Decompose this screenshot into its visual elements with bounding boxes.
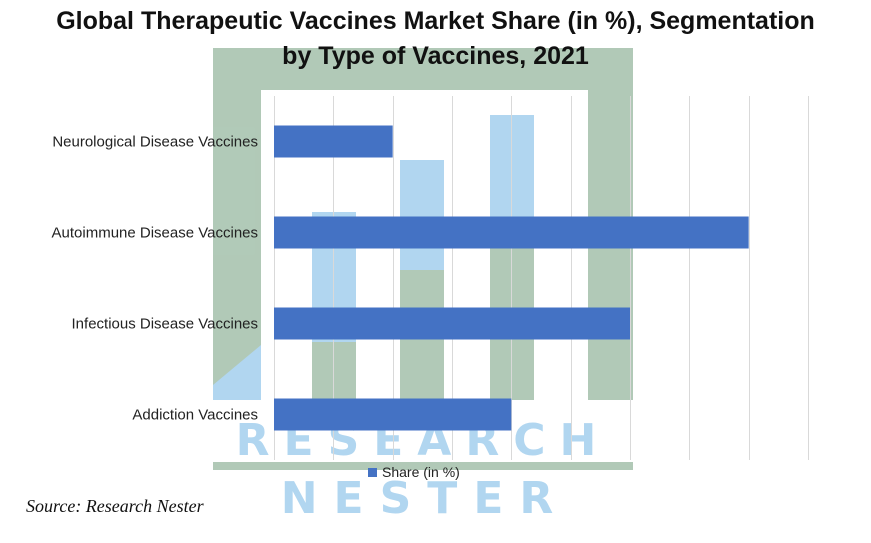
watermark-frame-left bbox=[213, 48, 261, 400]
legend-swatch bbox=[368, 467, 377, 477]
chart-title-line-2: by Type of Vaccines, 2021 bbox=[282, 42, 589, 70]
watermark-corner bbox=[213, 345, 261, 400]
watermark-bar-2-top bbox=[400, 160, 444, 270]
bar bbox=[274, 398, 512, 431]
legend-label: Share (in %) bbox=[382, 464, 460, 480]
category-label: Neurological Disease Vaccines bbox=[52, 134, 258, 151]
legend: Share (in %) bbox=[368, 464, 460, 480]
bar bbox=[274, 125, 393, 158]
watermark-frame-top bbox=[213, 48, 633, 90]
watermark-text-2: NESTER bbox=[281, 473, 570, 524]
bar-series bbox=[274, 125, 749, 431]
category-label: Autoimmune Disease Vaccines bbox=[52, 225, 258, 242]
bar bbox=[274, 307, 630, 340]
category-label: Addiction Vaccines bbox=[132, 407, 258, 424]
chart-title-line-1: Global Therapeutic Vaccines Market Share… bbox=[56, 7, 815, 35]
chart-title: Global Therapeutic Vaccines Market Share… bbox=[0, 4, 871, 74]
watermark-rule bbox=[213, 462, 633, 470]
bar bbox=[274, 216, 749, 249]
source-note: Source: Research Nester bbox=[26, 496, 204, 516]
category-label: Infectious Disease Vaccines bbox=[72, 316, 258, 333]
